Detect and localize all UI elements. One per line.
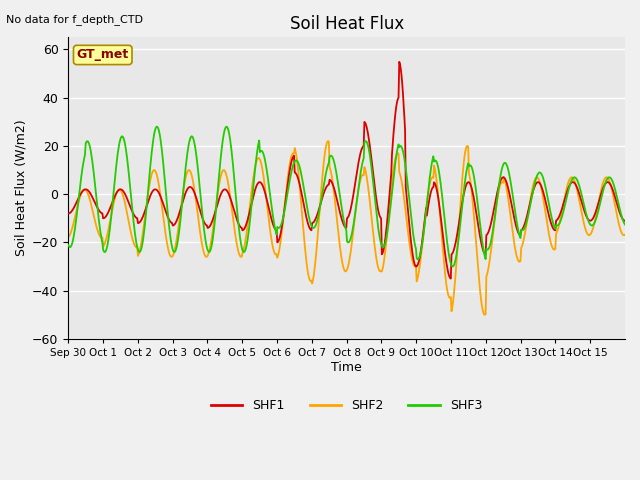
Text: GT_met: GT_met [77, 48, 129, 61]
Legend: SHF1, SHF2, SHF3: SHF1, SHF2, SHF3 [206, 394, 487, 417]
Text: No data for f_depth_CTD: No data for f_depth_CTD [6, 14, 143, 25]
Y-axis label: Soil Heat Flux (W/m2): Soil Heat Flux (W/m2) [15, 120, 28, 256]
X-axis label: Time: Time [332, 361, 362, 374]
Title: Soil Heat Flux: Soil Heat Flux [289, 15, 404, 33]
